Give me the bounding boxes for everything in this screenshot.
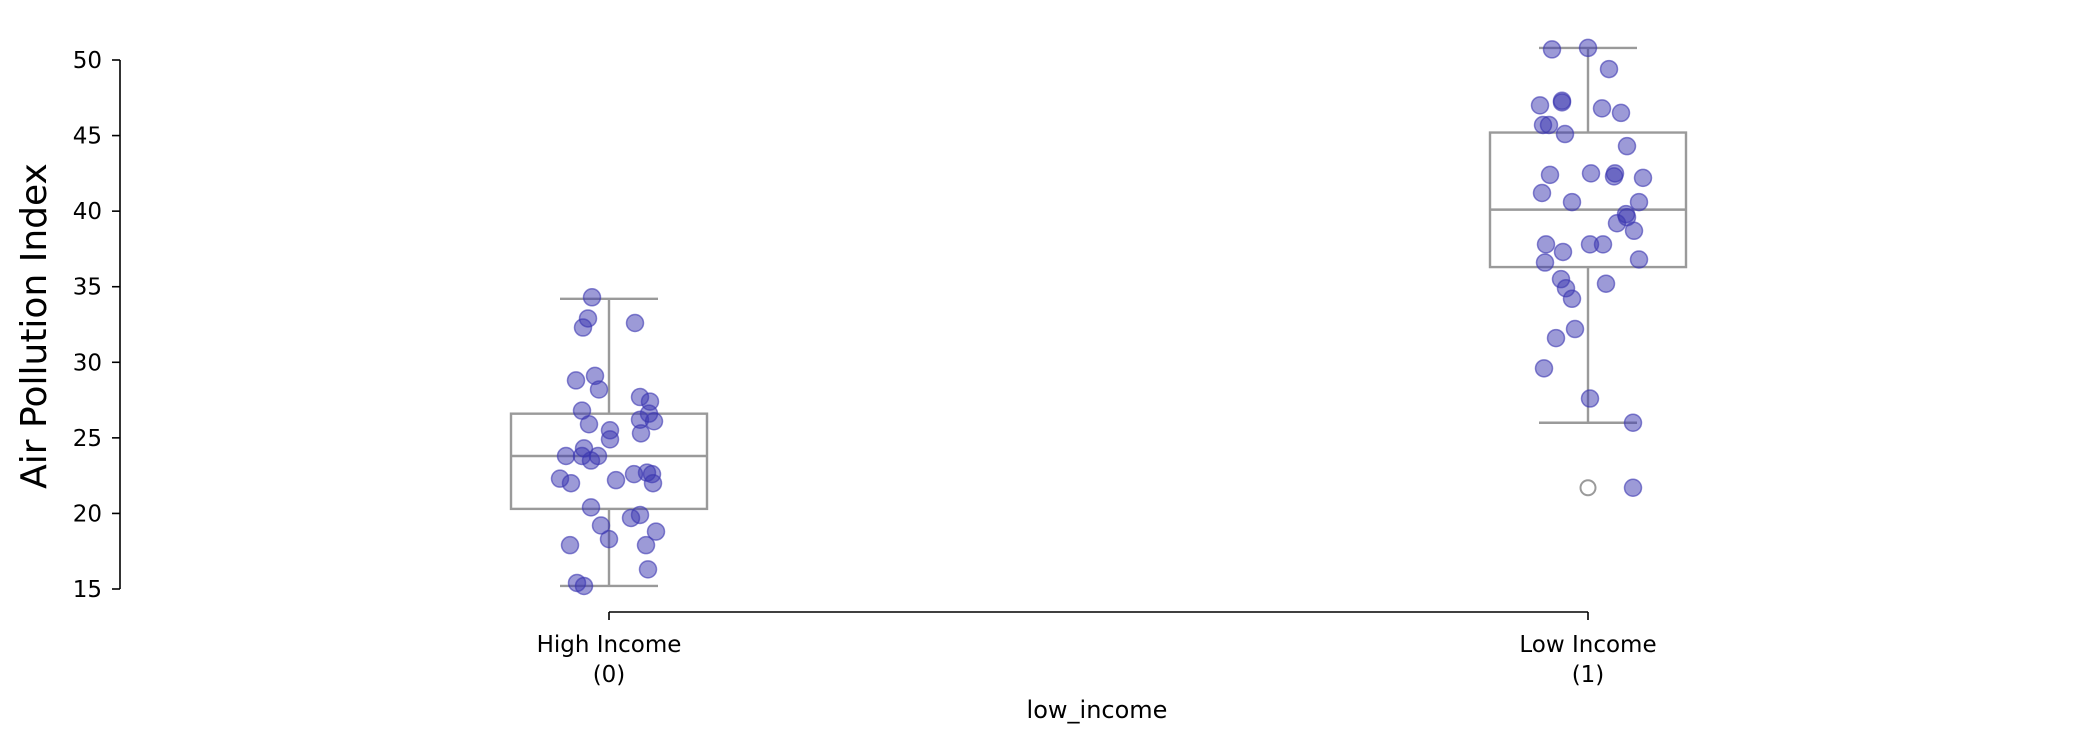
data-point xyxy=(1629,250,1649,269)
data-point xyxy=(1633,168,1653,188)
x-axis: High Income (0) Low Income (1) xyxy=(537,611,1657,688)
data-point xyxy=(566,371,586,390)
data-point xyxy=(638,560,658,579)
data-point xyxy=(1604,167,1624,186)
data-point xyxy=(1623,478,1643,497)
box-plots xyxy=(509,46,1688,588)
box-iqr xyxy=(509,412,709,511)
data-point xyxy=(644,411,664,431)
data-point xyxy=(1536,235,1556,254)
strip-points xyxy=(550,38,1653,596)
data-point xyxy=(1578,38,1598,58)
y-tick-label: 50 xyxy=(73,48,102,74)
data-point xyxy=(1539,115,1559,135)
data-point xyxy=(646,522,666,541)
data-point xyxy=(1617,136,1637,156)
y-tick-label: 15 xyxy=(73,577,102,603)
y-tick-label: 20 xyxy=(73,501,102,527)
data-point xyxy=(1534,359,1554,378)
data-point xyxy=(1540,165,1560,185)
outlier-marker xyxy=(1579,479,1597,497)
data-point xyxy=(1592,99,1612,118)
data-point xyxy=(1532,183,1552,203)
data-point xyxy=(1629,192,1649,212)
x-tick-label: Low Income (1) xyxy=(1519,632,1656,688)
y-tick-label: 40 xyxy=(73,199,102,225)
data-point xyxy=(1562,289,1582,309)
data-point xyxy=(636,535,656,555)
data-point xyxy=(621,508,641,528)
data-point xyxy=(581,498,601,517)
data-point xyxy=(556,446,576,466)
y-tick-label: 45 xyxy=(73,124,102,150)
y-tick-label: 30 xyxy=(73,350,102,376)
data-point xyxy=(582,288,602,307)
data-point xyxy=(1542,40,1562,59)
x-tick-label: High Income (0) xyxy=(537,632,682,688)
data-point xyxy=(561,473,581,493)
data-point xyxy=(600,430,620,449)
data-point xyxy=(579,415,599,434)
data-point xyxy=(1581,164,1601,183)
data-point xyxy=(1562,192,1582,212)
data-point xyxy=(631,424,651,443)
data-point xyxy=(1535,253,1555,272)
data-point xyxy=(1553,242,1573,262)
data-point xyxy=(589,380,609,399)
y-axis-title: Air Pollution Index xyxy=(14,163,55,489)
data-point xyxy=(1593,235,1613,254)
data-point xyxy=(574,576,594,596)
data-point xyxy=(591,516,611,535)
data-point xyxy=(625,313,645,333)
data-point xyxy=(1530,96,1550,115)
data-point xyxy=(1546,328,1566,348)
data-point xyxy=(1624,221,1644,241)
data-point xyxy=(560,535,580,555)
y-tick-label: 35 xyxy=(73,275,102,301)
data-point xyxy=(606,470,626,490)
x-axis-title: low_income xyxy=(1027,696,1168,724)
data-point xyxy=(624,464,644,484)
data-point xyxy=(1596,274,1616,293)
data-point xyxy=(1607,213,1627,233)
data-point xyxy=(1565,319,1585,339)
data-point xyxy=(581,451,601,470)
box-iqr xyxy=(1488,131,1688,269)
data-point xyxy=(1599,59,1619,79)
data-point xyxy=(1623,413,1643,432)
data-point xyxy=(599,529,619,549)
data-point xyxy=(1611,103,1631,123)
y-axis: 15 20 25 30 35 40 45 50 xyxy=(73,48,121,603)
data-point xyxy=(573,318,593,337)
data-point xyxy=(1580,389,1600,408)
data-point xyxy=(1555,124,1575,144)
y-tick-label: 25 xyxy=(73,426,102,452)
data-point xyxy=(1552,93,1572,112)
data-point xyxy=(643,473,663,493)
